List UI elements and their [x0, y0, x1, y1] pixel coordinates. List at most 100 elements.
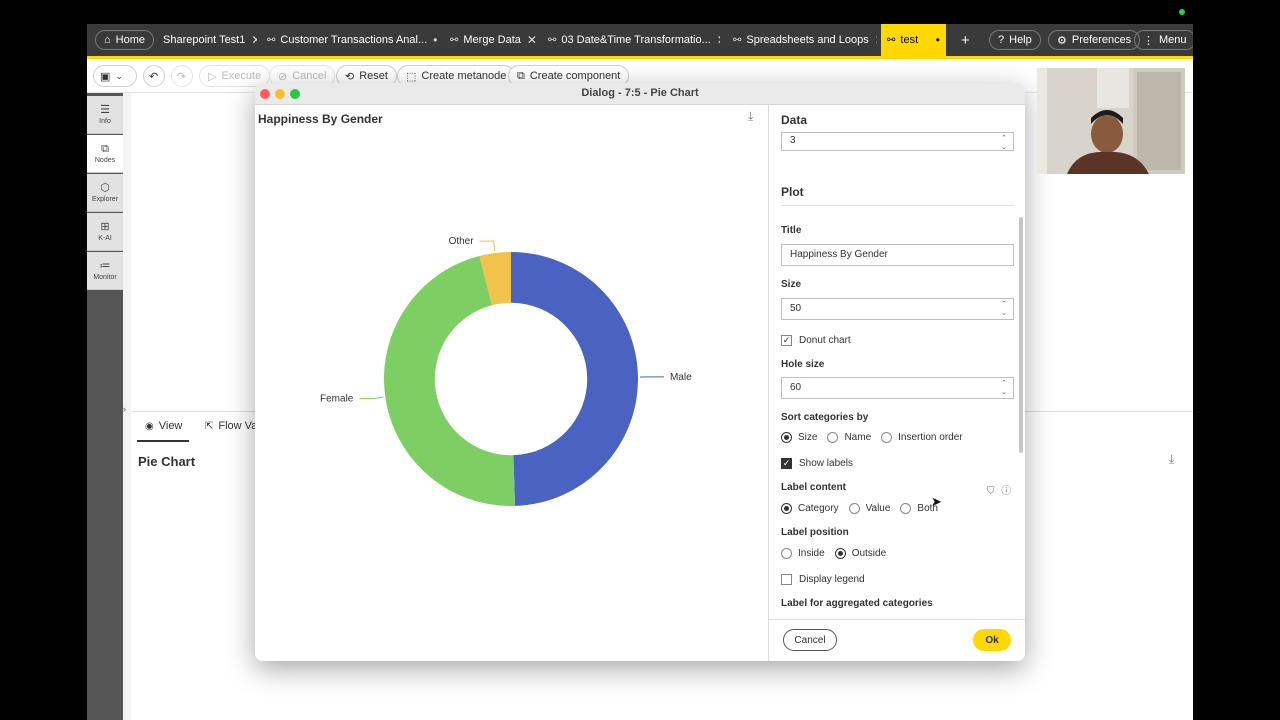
pie-slice-male[interactable] [511, 252, 638, 506]
save-button[interactable]: ▣ ⌄ [93, 65, 137, 87]
execute-label: Execute [221, 70, 262, 82]
settings-scrollbar[interactable] [1019, 217, 1023, 453]
plus-icon: + [961, 31, 970, 49]
plot-section-header: Plot [781, 185, 804, 199]
tab-bar: ⌂ Home Sharepoint Test1 ✕ ⚯ Customer Tra… [87, 24, 1193, 56]
reset-button[interactable]: ⟲ Reset [336, 65, 397, 87]
close-icon[interactable]: ✕ [711, 33, 720, 47]
sort-option-size[interactable]: Size [781, 432, 817, 443]
close-icon[interactable]: ✕ [869, 33, 877, 47]
flow-variable-icon: ⇱ [205, 420, 214, 432]
show-labels-label: Show labels [799, 458, 853, 469]
preferences-button[interactable]: ⚙ Preferences [1048, 30, 1141, 50]
sidebar-item-label: Nodes [94, 157, 116, 164]
tab-sharepoint-test1[interactable]: Sharepoint Test1 ✕ [157, 24, 257, 56]
size-stepper[interactable]: 50 ⌃ ⌄ [781, 298, 1014, 320]
sort-option-insertion-order[interactable]: Insertion order [881, 432, 963, 443]
stepper-icon[interactable]: ⌃ ⌄ [1001, 380, 1007, 396]
sort-option-name[interactable]: Name [827, 432, 871, 443]
save-icon: ▣ [100, 70, 111, 83]
tab-label: Customer Transactions Anal... [280, 34, 428, 46]
pie-slice-other[interactable] [479, 252, 511, 306]
tab-label: Merge Data [463, 34, 521, 46]
create-metanode-label: Create metanode [421, 70, 507, 82]
tab-customer-transactions[interactable]: ⚯ Customer Transactions Anal... • [261, 24, 439, 56]
pie-chart-dialog: Dialog - 7:5 - Pie Chart Happiness By Ge… [255, 83, 1025, 661]
tab-test[interactable]: ⚯ test • [881, 24, 946, 56]
stepper-icon[interactable]: ⌃ ⌄ [1001, 135, 1007, 151]
sort-radio-group: Size Name Insertion order [781, 432, 973, 443]
title-input[interactable]: Happiness By Gender [781, 244, 1014, 266]
content-option-value[interactable]: Value [848, 503, 890, 514]
help-label: Help [1009, 34, 1032, 46]
stepper-icon[interactable]: ⌃ ⌄ [1001, 301, 1007, 317]
title-input-value: Happiness By Gender [790, 249, 888, 260]
menu-button[interactable]: ⋮ Menu [1134, 30, 1193, 50]
create-metanode-button[interactable]: ⬚ Create metanode [397, 65, 516, 87]
cancel-icon: ⊘ [278, 70, 288, 83]
radio-label: Both [917, 503, 938, 514]
download-icon[interactable]: ⤓ [1169, 452, 1175, 466]
close-icon[interactable]: ✕ [526, 33, 536, 47]
radio-label: Size [798, 432, 818, 443]
ok-button[interactable]: Ok [973, 629, 1011, 651]
pie-slice-female[interactable] [384, 255, 515, 507]
label-content-radio-group: Category Value Both [781, 503, 948, 514]
position-option-outside[interactable]: Outside [834, 548, 886, 559]
show-labels-checkbox[interactable]: ✓ Show labels [781, 458, 853, 469]
tab-date-time-transformation[interactable]: ⚯ 03 Date&Time Transformatio... ✕ [542, 24, 720, 56]
unsaved-dot-icon[interactable]: • [433, 33, 438, 47]
hole-size-stepper[interactable]: 60 ⌃ ⌄ [781, 377, 1014, 399]
active-tab-underline [137, 440, 189, 442]
aggregated-categories-label: Label for aggregated categories [781, 598, 933, 609]
new-tab-button[interactable]: + [955, 24, 979, 56]
sidebar-item-monitor[interactable]: ≔ Monitor [87, 252, 123, 290]
tab-merge-data[interactable]: ⚯ Merge Data ✕ [444, 24, 536, 56]
preferences-label: Preferences [1071, 34, 1132, 46]
sidebar-item-explorer[interactable]: ⬡ Explorer [87, 174, 123, 212]
settings-scroll-area[interactable]: Data 3 ⌃ ⌄ Plot Title Happiness By Gender… [769, 105, 1025, 619]
label-content-label: Label content [781, 482, 847, 493]
sidebar-item-info[interactable]: ☰ Info [87, 96, 123, 134]
donut-chart-label: Donut chart [799, 335, 851, 346]
help-icon[interactable]: ⓘ [1001, 486, 1012, 497]
display-legend-checkbox[interactable]: Display legend [781, 574, 865, 585]
radio-icon [781, 548, 792, 559]
radio-selected-icon [781, 432, 792, 443]
label-leader-line [479, 240, 496, 252]
display-legend-label: Display legend [799, 574, 865, 585]
workflow-icon: ⚯ [267, 34, 276, 46]
nodes-icon: ⧉ [101, 143, 109, 155]
minimize-window-button[interactable] [275, 89, 285, 99]
position-option-inside[interactable]: Inside [781, 548, 825, 559]
explorer-icon: ⬡ [100, 182, 110, 194]
help-button[interactable]: ? Help [989, 30, 1041, 50]
content-option-category[interactable]: Category [781, 503, 839, 514]
home-tab[interactable]: ⌂ Home [95, 30, 154, 50]
tab-flow-variables[interactable]: ⇱ Flow Va [205, 420, 257, 432]
radio-icon [827, 432, 839, 443]
tab-spreadsheets-and-loops[interactable]: ⚯ Spreadsheets and Loops ✕ [727, 24, 877, 56]
execute-button[interactable]: ▷ Execute [199, 65, 271, 87]
sidebar-item-k-ai[interactable]: ⊞ K-AI [87, 213, 123, 251]
data-value-field[interactable]: 3 ⌃ ⌄ [781, 132, 1014, 151]
undo-button[interactable]: ↶ [143, 65, 165, 87]
redo-button[interactable]: ↷ [171, 65, 193, 87]
tab-view-label: View [158, 420, 183, 432]
cancel-button[interactable]: Cancel [783, 629, 837, 651]
slice-label-other: Other [449, 236, 475, 247]
download-icon[interactable]: ⤓ [748, 109, 754, 123]
unsaved-dot-icon[interactable]: • [935, 33, 940, 47]
radio-icon [848, 503, 860, 514]
chevron-right-icon[interactable]: › [123, 404, 126, 414]
maximize-window-button[interactable] [290, 89, 300, 99]
close-icon[interactable]: ✕ [251, 33, 257, 47]
content-option-both[interactable]: Both [900, 503, 938, 514]
info-icon: ☰ [100, 104, 110, 116]
flow-variable-icon[interactable]: ⛉ [987, 486, 995, 497]
sidebar-item-nodes[interactable]: ⧉ Nodes [87, 135, 123, 173]
tab-view[interactable]: ◉ View [145, 420, 182, 432]
close-window-button[interactable] [260, 89, 270, 99]
donut-chart-checkbox[interactable]: ✓ Donut chart [781, 335, 851, 346]
recording-indicator [1179, 9, 1185, 15]
